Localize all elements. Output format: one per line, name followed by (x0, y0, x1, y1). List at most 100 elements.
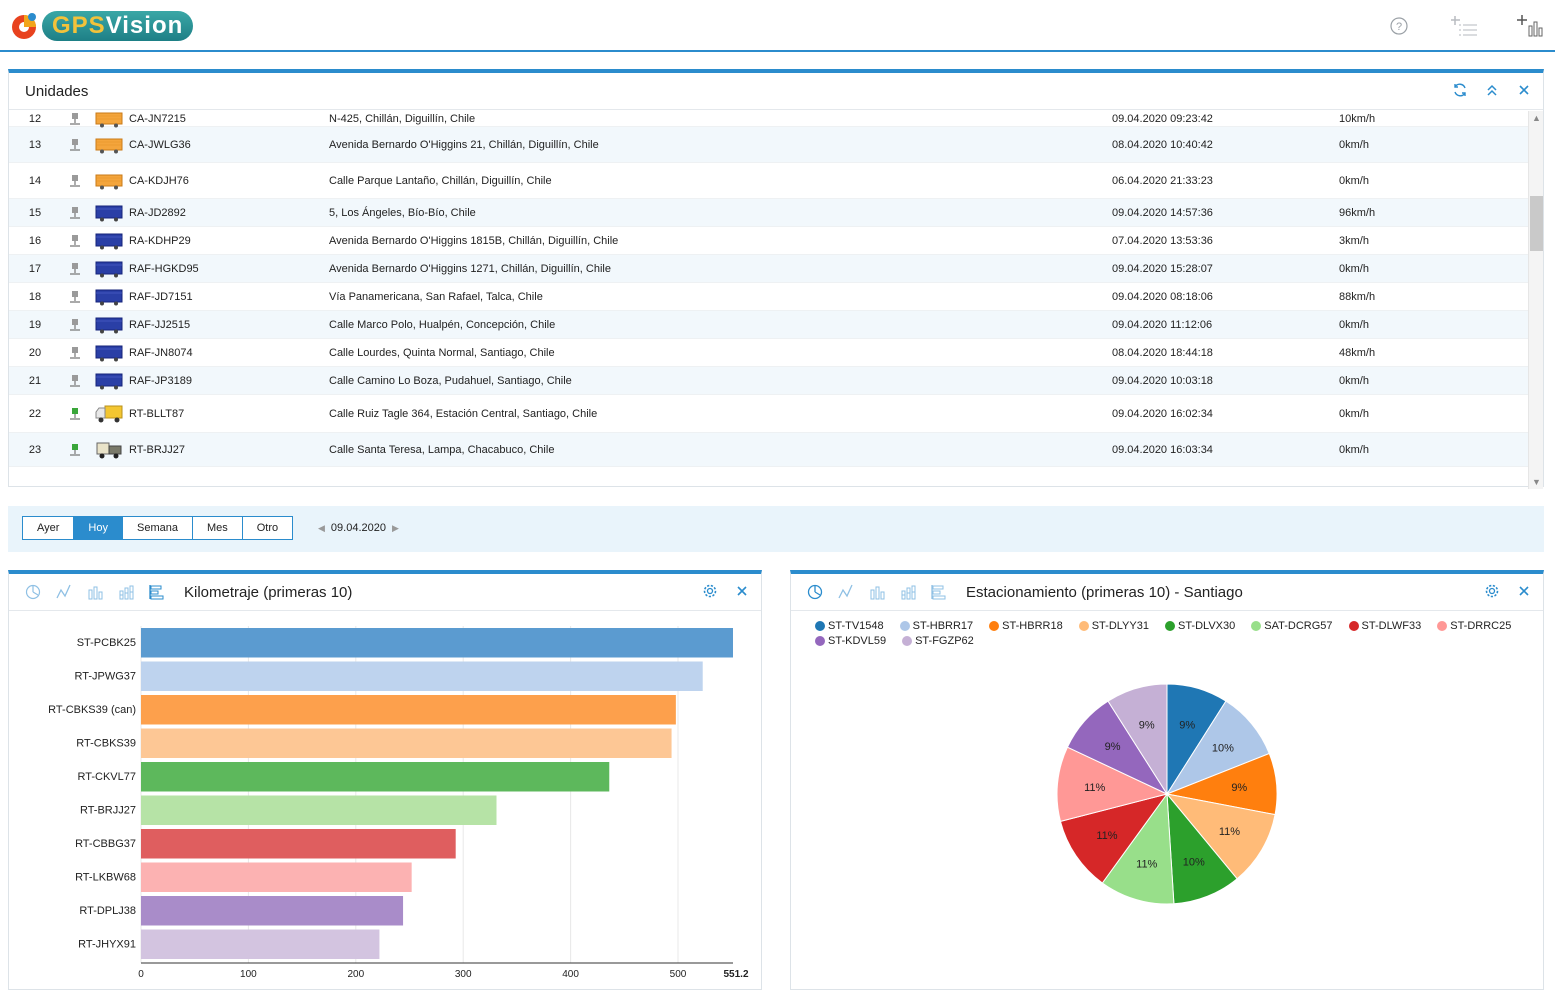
table-row[interactable]: 19 RAF-JJ2515 Calle Marco Polo, Hualpén, C… (9, 311, 1528, 339)
pie-slice[interactable] (1165, 793, 1276, 880)
vehicle-icon (89, 172, 129, 190)
next-date-icon[interactable]: ▶ (391, 522, 399, 533)
vehicle-icon (89, 111, 129, 128)
close-icon[interactable] (733, 582, 751, 600)
table-row[interactable]: 12 CA-JN7215 N-425, Chillán, Diguillín, Ch… (9, 111, 1528, 127)
pie-slice[interactable] (1107, 684, 1168, 796)
gear-icon[interactable] (1483, 582, 1501, 600)
bar[interactable] (141, 762, 610, 792)
category-label: RT-JPWG37 (74, 670, 136, 682)
slice-value-label: 9% (1179, 719, 1195, 731)
legend-label: ST-DRRC25 (1450, 620, 1512, 632)
pie-chart-icon[interactable] (23, 583, 42, 602)
units-scrollbar[interactable]: ▲ ▼ (1528, 111, 1543, 489)
line-chart-icon[interactable] (836, 583, 855, 602)
horizontal-bar-icon[interactable] (929, 583, 948, 602)
pie-slice[interactable] (1056, 746, 1169, 822)
gear-icon[interactable] (701, 582, 719, 600)
prev-date-icon[interactable]: ◀ (318, 522, 325, 533)
scroll-down-icon[interactable]: ▼ (1532, 477, 1541, 487)
x-tick-label: 551.2 (723, 969, 748, 980)
legend-item[interactable]: ST-DLYY31 (1078, 620, 1149, 632)
legend-item[interactable]: ST-HBRR18 (989, 620, 1063, 632)
add-chart-icon[interactable] (1517, 12, 1545, 40)
legend-item[interactable]: ST-DRRC25 (1437, 620, 1511, 632)
scrollbar-thumb[interactable] (1530, 196, 1543, 251)
category-label: ST-PCBK25 (77, 637, 136, 649)
table-row[interactable]: 23 RT-BRJJ27 Calle Santa Teresa, Lampa, Ch… (9, 433, 1528, 467)
legend-item[interactable]: ST-DLWF33 (1348, 620, 1421, 632)
table-row[interactable]: 18 RAF-JD7151 Vía Panamericana, San Rafael… (9, 283, 1528, 311)
unit-plate: RA-JD2892 (129, 206, 186, 219)
pie-slice[interactable] (1101, 792, 1175, 905)
slice-value-label: 10% (1183, 857, 1205, 869)
legend-swatch (1348, 621, 1359, 631)
app-logo[interactable]: GPS Vision (10, 11, 194, 41)
unit-speed: 3km/h (1339, 234, 1369, 247)
period-button-semana[interactable]: Semana (122, 517, 193, 539)
bar[interactable] (141, 695, 676, 725)
stacked-bar-icon[interactable] (898, 583, 917, 602)
unit-last-update: 09.04.2020 09:23:42 (1112, 112, 1213, 125)
legend-item[interactable]: ST-DLVX30 (1164, 620, 1236, 632)
close-icon[interactable] (1515, 582, 1533, 600)
legend-item[interactable]: ST-FGZP62 (902, 635, 974, 647)
bar[interactable] (141, 728, 672, 759)
legend-swatch (899, 621, 910, 631)
add-list-icon[interactable] (1451, 12, 1479, 40)
table-row[interactable]: 21 RAF-JP3189 Calle Camino Lo Boza, Pudahu… (9, 367, 1528, 395)
bar[interactable] (141, 862, 412, 893)
period-button-ayer[interactable]: Ayer (23, 517, 75, 539)
bar[interactable] (141, 896, 404, 926)
bar[interactable] (141, 628, 733, 658)
close-icon[interactable] (1515, 81, 1533, 99)
legend-label: ST-DLVX30 (1177, 620, 1236, 632)
pie-chart-icon[interactable] (805, 583, 824, 602)
unit-address: Avenida Bernardo O'Higgins 21, Chillán, … (329, 138, 599, 151)
legend-item[interactable]: SAT-DCRG57 (1251, 620, 1333, 632)
bar[interactable] (141, 829, 456, 859)
current-date[interactable]: 09.04.2020 (330, 522, 386, 534)
bar-chart-icon[interactable] (867, 583, 886, 602)
line-chart-icon[interactable] (54, 583, 73, 602)
parking-panel: Estacionamiento (primeras 10) - Santiago… (790, 570, 1544, 990)
logo-gps-text: GPS (52, 12, 106, 39)
x-tick-label: 100 (240, 969, 257, 980)
horizontal-bar-icon[interactable] (147, 583, 166, 602)
table-row[interactable]: 14 CA-KDJH76 Calle Parque Lantaño, Chillán… (9, 163, 1528, 199)
bar[interactable] (141, 929, 380, 960)
legend-item[interactable]: ST-HBRR17 (899, 620, 973, 632)
bar[interactable] (141, 795, 497, 826)
table-row[interactable]: 15 RA-JD2892 5, Los Ángeles, Bío-Bío, Chil… (9, 199, 1528, 227)
unit-address: Calle Marco Polo, Hualpén, Concepción, C… (329, 318, 556, 331)
help-icon[interactable]: ? (1385, 12, 1413, 40)
connection-status-icon (61, 174, 89, 188)
slice-value-label: 11% (1219, 826, 1240, 838)
legend-swatch (815, 621, 825, 631)
bar-chart-icon[interactable] (85, 583, 104, 602)
legend-item[interactable]: ST-KDVL59 (815, 635, 886, 647)
refresh-icon[interactable] (1451, 81, 1469, 99)
bar[interactable] (141, 661, 703, 692)
table-row[interactable]: 20 RAF-JN8074 Calle Lourdes, Quinta Normal… (9, 339, 1528, 367)
table-row[interactable]: 22 RT-BLLT87 Calle Ruiz Tagle 364, Estació… (9, 395, 1528, 433)
table-row[interactable]: 13 CA-JWLG36 Avenida Bernardo O'Higgins 21… (9, 127, 1528, 163)
unit-last-update: 08.04.2020 18:44:18 (1112, 346, 1213, 359)
legend-item[interactable]: ST-TV1548 (815, 620, 884, 632)
slice-value-label: 11% (1096, 830, 1117, 842)
stacked-bar-icon[interactable] (116, 583, 135, 602)
period-button-mes[interactable]: Mes (192, 517, 243, 539)
unit-address: Avenida Bernardo O'Higgins 1815B, Chillá… (329, 234, 619, 247)
unit-address: Calle Santa Teresa, Lampa, Chacabuco, Ch… (329, 443, 555, 456)
unit-last-update: 09.04.2020 10:03:18 (1112, 374, 1213, 387)
period-button-hoy[interactable]: Hoy (74, 517, 123, 539)
pie-slice[interactable] (1059, 793, 1169, 884)
row-number: 12 (28, 112, 42, 125)
scroll-up-icon[interactable]: ▲ (1532, 113, 1541, 123)
period-button-otro[interactable]: Otro (242, 517, 293, 539)
table-row[interactable]: 17 RAF-HGKD95 Avenida Bernardo O'Higgins 1… (9, 255, 1528, 283)
table-row[interactable]: 16 RA-KDHP29 Avenida Bernardo O'Higgins 18… (9, 227, 1528, 255)
collapse-icon[interactable] (1483, 81, 1501, 99)
row-number: 19 (28, 318, 42, 331)
connection-status-icon (61, 206, 89, 220)
